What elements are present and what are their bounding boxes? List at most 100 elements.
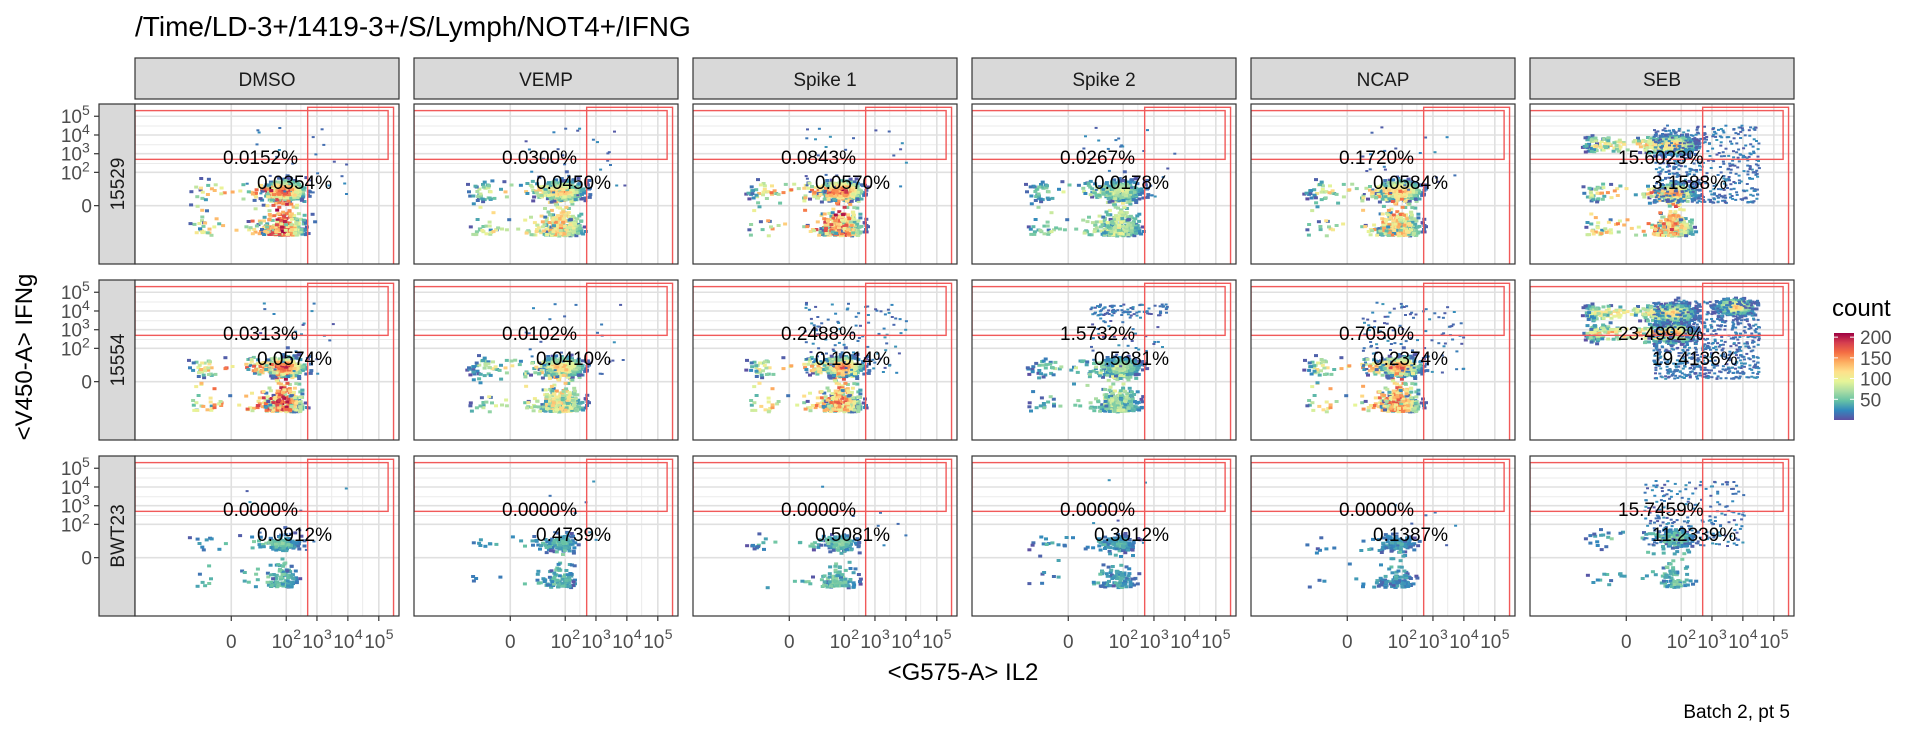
density-cell [1082, 147, 1086, 150]
density-cell [835, 224, 840, 228]
density-cell [1025, 190, 1029, 194]
density-cell [823, 223, 828, 227]
density-cell [1107, 184, 1112, 188]
density-cell [545, 229, 550, 233]
density-cell [1363, 225, 1368, 229]
density-cell [1127, 200, 1132, 204]
column-strip [971, 57, 1237, 100]
density-cell [1114, 139, 1118, 142]
density-cell [1047, 231, 1052, 234]
density-cell [1381, 229, 1386, 233]
density-cell [1388, 211, 1393, 215]
density-cell [747, 228, 752, 232]
density-cell [290, 188, 295, 192]
density-cell [840, 234, 845, 237]
panel-border [692, 103, 958, 265]
density-cell [1390, 233, 1394, 237]
density-cell [1121, 198, 1126, 202]
density-cell [275, 189, 280, 193]
density-cell [304, 219, 309, 223]
density-cell [1332, 192, 1337, 195]
density-cell [582, 191, 587, 195]
density-cell [1392, 190, 1397, 194]
density-cell [1114, 193, 1119, 197]
density-cell [575, 217, 580, 221]
density-cell [200, 215, 205, 219]
density-cell [1656, 226, 1660, 229]
density-cell [792, 182, 797, 186]
density-cell [1036, 196, 1041, 200]
density-cell [270, 231, 275, 235]
density-cell [549, 181, 554, 184]
density-cell [543, 187, 548, 191]
gate-percent-lower: 0.0570% [815, 173, 890, 194]
density-cell [555, 190, 560, 194]
density-cell [756, 178, 760, 182]
density-cell [281, 229, 286, 233]
density-cell [769, 225, 773, 229]
density-cell [816, 196, 820, 200]
density-cell [1074, 227, 1079, 231]
density-cell [1341, 182, 1346, 186]
density-cell [1414, 219, 1419, 223]
density-cell [1042, 232, 1047, 236]
density-cell [1039, 200, 1044, 204]
column-strip [1529, 57, 1795, 100]
density-cell [213, 183, 218, 187]
density-cell [292, 193, 297, 197]
density-cell [1390, 197, 1395, 201]
density-cell [892, 154, 896, 157]
density-cell [1082, 231, 1087, 235]
density-cell [1107, 169, 1111, 172]
density-cell [261, 203, 266, 207]
density-cell [257, 131, 261, 134]
density-cell [567, 195, 572, 199]
density-cell [1084, 135, 1087, 138]
density-cell [1410, 180, 1415, 184]
density-cell [1379, 190, 1384, 194]
density-cell [1108, 213, 1113, 217]
density-cell [1404, 185, 1409, 189]
density-cell [770, 184, 774, 188]
density-cell [1120, 144, 1124, 147]
density-cell [262, 187, 267, 191]
density-cell [841, 225, 846, 229]
density-cell [534, 189, 539, 193]
density-cell [549, 193, 554, 197]
density-cell [291, 197, 296, 201]
density-cell [1033, 218, 1038, 221]
density-cell [258, 230, 263, 233]
density-cell [808, 197, 812, 201]
density-cell [1112, 178, 1117, 182]
density-cell [1412, 217, 1417, 221]
density-cell [561, 210, 566, 214]
density-cell [288, 180, 293, 184]
density-cell [827, 211, 832, 215]
density-cell [551, 230, 556, 234]
density-cell [824, 186, 828, 190]
density-cell [848, 220, 853, 224]
density-cell [549, 225, 554, 229]
density-cell [1391, 219, 1396, 223]
density-cell [1076, 183, 1081, 187]
density-cell [1094, 220, 1099, 224]
gate-percent-lower: 0.0354% [257, 173, 332, 194]
density-cell [1312, 188, 1317, 192]
density-cell [1380, 126, 1384, 129]
density-cell [1106, 197, 1111, 201]
density-cell [1058, 227, 1062, 231]
density-cell [1128, 180, 1133, 184]
density-cell [523, 218, 528, 222]
density-cell [1304, 191, 1309, 195]
density-cell [201, 230, 206, 234]
gate-right [1143, 106, 1232, 264]
density-cell [264, 183, 269, 187]
density-cell [819, 200, 824, 204]
density-cell [1306, 233, 1311, 237]
density-cell [221, 224, 226, 228]
density-cell [1414, 199, 1419, 203]
density-cell [304, 225, 309, 229]
density-cell [837, 219, 842, 223]
density-cell [804, 175, 808, 178]
density-cell [1031, 184, 1036, 188]
